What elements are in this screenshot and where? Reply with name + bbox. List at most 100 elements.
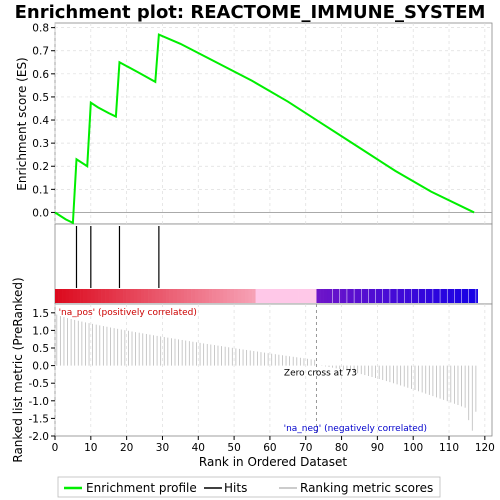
metric-bars bbox=[56, 314, 477, 431]
metric-tick-label: 0.0 bbox=[32, 361, 49, 373]
rank-color-cell bbox=[151, 289, 156, 303]
rank-color-cell bbox=[194, 289, 199, 303]
rank-color-cell bbox=[201, 289, 206, 303]
x-tick-label: 60 bbox=[263, 442, 276, 454]
es-tick-label: 0.7 bbox=[32, 46, 49, 58]
rank-color-cell bbox=[133, 289, 138, 303]
rank-color-cell bbox=[62, 289, 67, 303]
metric-panel bbox=[54, 303, 493, 437]
rank-color-cell bbox=[241, 289, 246, 303]
rank-color-cell bbox=[137, 289, 142, 303]
rank-color-cell bbox=[69, 289, 74, 303]
rank-color-cell bbox=[180, 289, 185, 303]
rank-color-cell bbox=[370, 289, 375, 303]
rank-color-cell bbox=[298, 289, 303, 303]
legend-metric-label: Ranking metric scores bbox=[300, 481, 433, 495]
es-tick-label: 0.3 bbox=[32, 138, 49, 150]
rank-color-cell bbox=[65, 289, 70, 303]
rank-color-cell bbox=[377, 289, 382, 303]
es-tick-label: 0.5 bbox=[32, 92, 49, 104]
rank-color-cell bbox=[108, 289, 113, 303]
hit-markers bbox=[75, 226, 160, 288]
rank-color-cell bbox=[158, 289, 163, 303]
x-tick-label: 70 bbox=[299, 442, 312, 454]
rank-color-cell bbox=[97, 289, 102, 303]
metric-y-axis-label: Ranked list metric (PreRanked) bbox=[11, 277, 25, 462]
x-tick-label: 110 bbox=[439, 442, 459, 454]
rank-color-cell bbox=[119, 289, 124, 303]
rank-color-cell bbox=[223, 289, 228, 303]
rank-color-cell bbox=[341, 289, 346, 303]
rank-color-cell bbox=[420, 289, 425, 303]
metric-tick-label: -0.5 bbox=[29, 378, 50, 390]
rank-color-cell bbox=[363, 289, 367, 303]
es-tick-label: 0.0 bbox=[32, 207, 49, 219]
rank-color-cell bbox=[183, 289, 188, 303]
rank-color-cell bbox=[115, 289, 120, 303]
x-tick-label: 80 bbox=[335, 442, 348, 454]
rank-color-cell bbox=[237, 289, 242, 303]
rank-color-cell bbox=[105, 289, 110, 303]
rank-color-cell bbox=[226, 289, 231, 303]
rank-color-cell bbox=[427, 289, 432, 303]
rank-color-cell bbox=[212, 289, 217, 303]
rank-color-cell bbox=[187, 289, 192, 303]
rank-color-cell bbox=[219, 289, 224, 303]
rank-color-cell bbox=[230, 289, 235, 303]
rank-color-cell bbox=[305, 289, 310, 303]
enrichment-y-ticks: 0.0 0.1 0.2 0.3 0.4 0.5 0.6 0.7 0.8 bbox=[32, 23, 55, 219]
rank-color-cell bbox=[216, 289, 221, 303]
rank-color-cell bbox=[148, 289, 153, 303]
x-axis-label: Rank in Ordered Dataset bbox=[199, 455, 347, 469]
rank-color-cell bbox=[166, 289, 170, 303]
rank-color-cell bbox=[234, 289, 238, 303]
rank-color-cell bbox=[312, 289, 317, 303]
rank-color-cell bbox=[284, 289, 289, 303]
rank-color-cell bbox=[287, 289, 292, 303]
rank-color-bar bbox=[55, 289, 478, 303]
rank-color-cell bbox=[316, 289, 321, 303]
metric-tick-label: -1.5 bbox=[29, 413, 50, 425]
rank-color-cell bbox=[244, 289, 249, 303]
rank-color-cell bbox=[155, 289, 160, 303]
rank-color-cell bbox=[348, 289, 353, 303]
enrichment-profile-line bbox=[54, 33, 475, 225]
rank-color-cell bbox=[90, 289, 95, 303]
rank-color-cell bbox=[309, 289, 314, 303]
legend-enrichment-label: Enrichment profile bbox=[86, 481, 197, 495]
rank-color-cell bbox=[320, 289, 324, 303]
rank-color-cell bbox=[441, 289, 446, 303]
rank-color-cell bbox=[291, 289, 296, 303]
rank-color-cell bbox=[209, 289, 213, 303]
x-tick-label: 0 bbox=[52, 442, 59, 454]
rank-color-cell bbox=[126, 289, 131, 303]
rank-color-cell bbox=[262, 289, 267, 303]
rank-color-cell bbox=[123, 289, 127, 303]
rank-color-cell bbox=[449, 289, 453, 303]
rank-color-cell bbox=[355, 289, 360, 303]
metric-tick-label: -2.0 bbox=[29, 431, 50, 443]
rank-color-cell bbox=[294, 289, 299, 303]
rank-color-cell bbox=[94, 289, 99, 303]
metric-tick-label: 1.5 bbox=[32, 308, 49, 320]
rank-color-cell bbox=[266, 289, 271, 303]
rank-color-cell bbox=[162, 289, 167, 303]
es-tick-label: 0.1 bbox=[32, 184, 49, 196]
rank-color-cell bbox=[176, 289, 181, 303]
es-tick-label: 0.2 bbox=[32, 161, 49, 173]
x-axis-ticks: 0 10 20 30 40 50 60 70 80 90 100 110 120 bbox=[52, 436, 495, 454]
rank-color-cell bbox=[205, 289, 210, 303]
chart-title: Enrichment plot: REACTOME_IMMUNE_SYSTEM bbox=[15, 2, 486, 23]
rank-color-cell bbox=[413, 289, 418, 303]
rank-color-cell bbox=[334, 289, 339, 303]
rank-color-cell bbox=[277, 289, 281, 303]
rank-color-cell bbox=[72, 289, 77, 303]
rank-color-cell bbox=[280, 289, 285, 303]
x-tick-label: 120 bbox=[475, 442, 495, 454]
metric-y-ticks: -2.0 -1.5 -1.0 -0.5 0.0 0.5 1.0 1.5 bbox=[29, 308, 55, 443]
x-tick-label: 40 bbox=[192, 442, 205, 454]
rank-color-cell bbox=[406, 289, 410, 303]
rank-color-cell bbox=[83, 289, 88, 303]
rank-color-cell bbox=[273, 289, 278, 303]
